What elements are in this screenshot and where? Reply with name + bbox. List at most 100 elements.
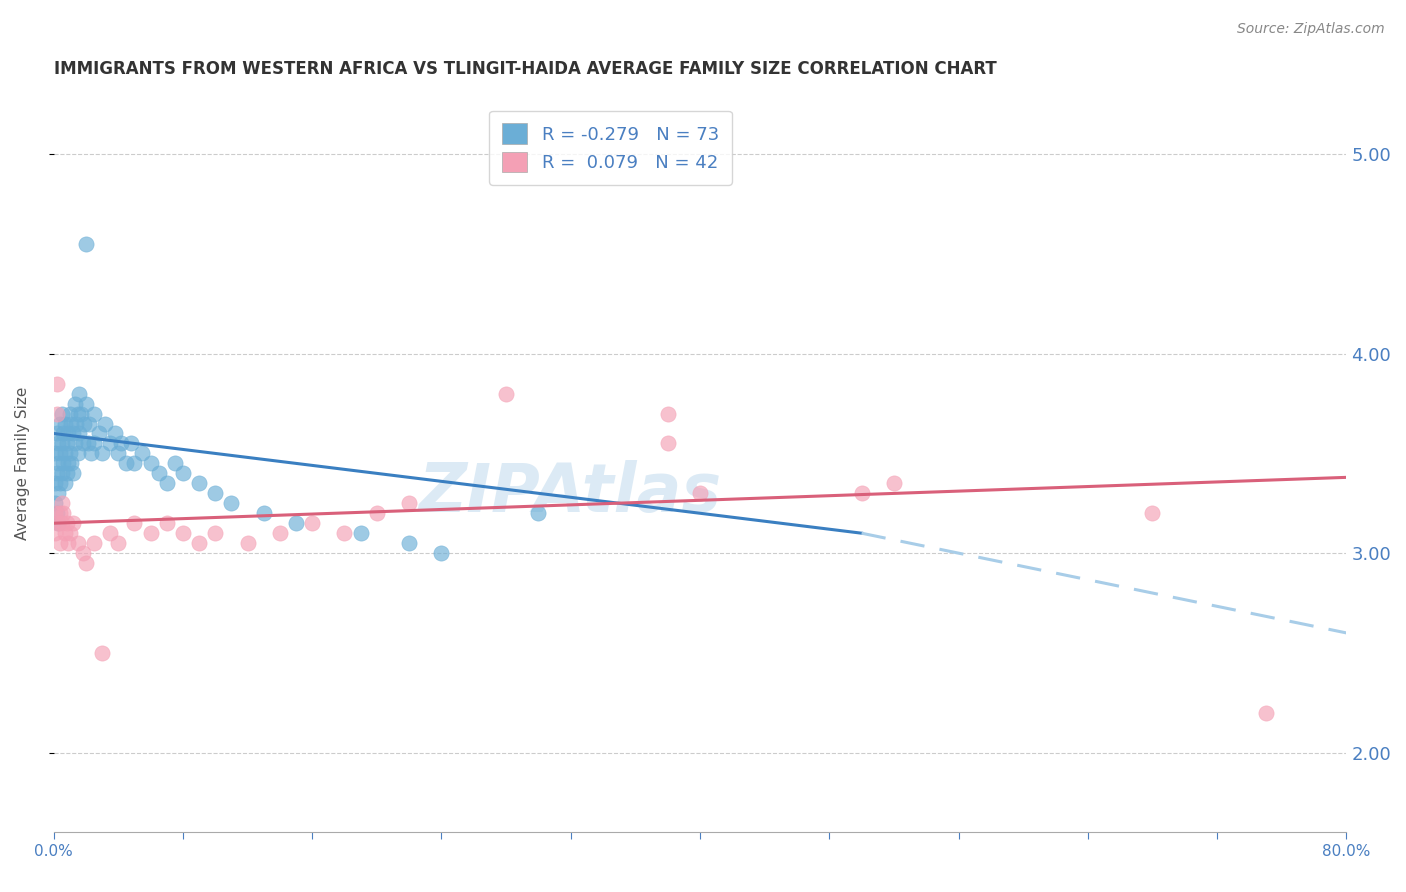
Point — [45, 506, 67, 520]
Point — [98, 436, 121, 450]
Point — [883, 476, 905, 491]
Point — [75, 237, 97, 252]
Point — [48, 456, 70, 470]
Point — [75, 556, 97, 570]
Text: Source: ZipAtlas.com: Source: ZipAtlas.com — [1237, 22, 1385, 37]
Point — [188, 536, 211, 550]
Point — [51, 516, 73, 531]
Point — [53, 446, 76, 460]
Point — [44, 506, 66, 520]
Point — [56, 456, 79, 470]
Point — [45, 467, 67, 481]
Point — [60, 456, 83, 470]
Point — [1254, 706, 1277, 720]
Point — [59, 526, 82, 541]
Point — [188, 476, 211, 491]
Point — [285, 516, 308, 531]
Point — [139, 456, 162, 470]
Text: IMMIGRANTS FROM WESTERN AFRICA VS TLINGIT-HAIDA AVERAGE FAMILY SIZE CORRELATION : IMMIGRANTS FROM WESTERN AFRICA VS TLINGI… — [53, 60, 997, 78]
Point — [204, 486, 226, 500]
Point — [124, 516, 146, 531]
Point — [131, 446, 153, 460]
Point — [52, 456, 75, 470]
Point — [69, 386, 91, 401]
Point — [94, 417, 117, 431]
Point — [55, 436, 77, 450]
Point — [83, 436, 105, 450]
Point — [495, 386, 517, 401]
Point — [115, 456, 138, 470]
Point — [66, 407, 89, 421]
Point — [49, 446, 72, 460]
Point — [53, 526, 76, 541]
Point — [70, 407, 93, 421]
Point — [107, 536, 129, 550]
Point — [139, 526, 162, 541]
Point — [76, 436, 98, 450]
Point — [51, 467, 73, 481]
Point — [350, 526, 373, 541]
Point — [49, 536, 72, 550]
Point — [657, 436, 679, 450]
Point — [44, 496, 66, 510]
Point — [91, 446, 114, 460]
Point — [51, 407, 73, 421]
Text: ZIPAtlas: ZIPAtlas — [419, 460, 723, 526]
Point — [83, 536, 105, 550]
Point — [55, 516, 77, 531]
Point — [221, 496, 243, 510]
Point — [172, 526, 194, 541]
Point — [851, 486, 873, 500]
Point — [75, 396, 97, 410]
Point — [689, 486, 711, 500]
Point — [77, 417, 100, 431]
Point — [72, 546, 94, 560]
Point — [110, 436, 132, 450]
Point — [52, 506, 75, 520]
Point — [44, 446, 66, 460]
Point — [120, 436, 142, 450]
Point — [56, 536, 79, 550]
Point — [45, 376, 67, 391]
Point — [398, 496, 420, 510]
Y-axis label: Average Family Size: Average Family Size — [15, 387, 30, 540]
Point — [124, 456, 146, 470]
Point — [1142, 506, 1164, 520]
Point — [51, 436, 73, 450]
Point — [398, 536, 420, 550]
Point — [107, 446, 129, 460]
Point — [204, 526, 226, 541]
Point — [44, 476, 66, 491]
Point — [49, 476, 72, 491]
Point — [45, 407, 67, 421]
Point — [91, 646, 114, 660]
Point — [156, 476, 179, 491]
Point — [48, 436, 70, 450]
Legend: R = -0.279   N = 73, R =  0.079   N = 42: R = -0.279 N = 73, R = 0.079 N = 42 — [489, 111, 731, 185]
Point — [63, 396, 86, 410]
Point — [48, 516, 70, 531]
Point — [53, 417, 76, 431]
Point — [253, 506, 276, 520]
Point — [80, 446, 103, 460]
Point — [366, 506, 388, 520]
Point — [56, 426, 79, 441]
Point — [104, 426, 127, 441]
Point — [55, 467, 77, 481]
Point — [657, 407, 679, 421]
Point — [63, 436, 86, 450]
Point — [430, 546, 453, 560]
Point — [87, 426, 110, 441]
Point — [60, 417, 83, 431]
Point — [62, 516, 84, 531]
Point — [98, 526, 121, 541]
Point — [236, 536, 259, 550]
Point — [83, 407, 105, 421]
Point — [66, 536, 89, 550]
Point — [59, 446, 82, 460]
Point — [51, 496, 73, 510]
Point — [148, 467, 170, 481]
Point — [69, 426, 91, 441]
Point — [59, 407, 82, 421]
Point — [333, 526, 356, 541]
